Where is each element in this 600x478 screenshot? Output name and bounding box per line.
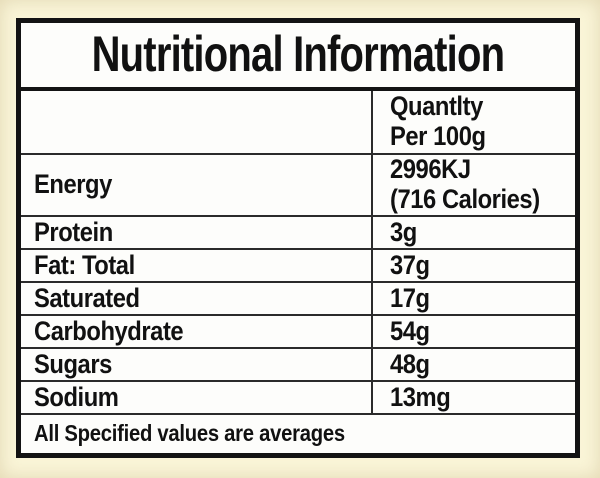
nutrient-value-cell: 37g <box>373 250 575 281</box>
nutrient-name-cell: Sugars <box>21 349 373 380</box>
nutrient-name-cell: Carbohydrate <box>21 316 373 347</box>
table-row-fat-total: Fat: Total 37g <box>21 250 575 283</box>
nutrient-value: 3g <box>390 217 417 247</box>
nutrient-name-cell: Fat: Total <box>21 250 373 281</box>
nutrient-name: Sugars <box>34 349 112 379</box>
nutrient-name-cell: Protein <box>21 217 373 248</box>
nutrient-value-cell: 48g <box>373 349 575 380</box>
nutrient-name: Energy <box>34 169 112 200</box>
nutrient-value-cell: 13mg <box>373 382 575 413</box>
nutrient-value: 54g <box>390 316 430 346</box>
nutrient-name-cell: Energy <box>21 155 373 215</box>
nutrient-name: Sodium <box>34 382 119 412</box>
nutrient-value-cell: 3g <box>373 217 575 248</box>
nutrient-value: 48g <box>390 349 430 379</box>
table-row-saturated: Saturated 17g <box>21 283 575 316</box>
nutrient-name: Protein <box>34 217 113 247</box>
table-row-sodium: Sodium 13mg <box>21 382 575 415</box>
table-row-protein: Protein 3g <box>21 217 575 250</box>
nutrient-value-cell: 54g <box>373 316 575 347</box>
nutrient-value-cell: 17g <box>373 283 575 314</box>
nutrient-value: 2996KJ (716 Calories) <box>390 155 540 214</box>
label-title: Nutritional Information <box>91 26 505 82</box>
nutrition-label: Nutritional Information Quantlty Per 100g… <box>16 18 580 458</box>
nutrient-value: 13mg <box>390 382 451 412</box>
nutrient-value-cell: 2996KJ (716 Calories) <box>373 155 575 215</box>
nutrient-name: Fat: Total <box>34 250 135 280</box>
footer-note: All Specified values are averages <box>34 420 345 447</box>
table-row-energy: Energy 2996KJ (716 Calories) <box>21 155 575 217</box>
table-row-carbohydrate: Carbohydrate 54g <box>21 316 575 349</box>
nutrient-value: 37g <box>390 250 430 280</box>
label-title-row: Nutritional Information <box>21 23 575 91</box>
column-header-label: Quantlty Per 100g <box>390 91 486 151</box>
nutrition-table: Quantlty Per 100g Energy 2996KJ (716 Calor… <box>21 91 575 453</box>
table-footer-row: All Specified values are averages <box>21 415 575 453</box>
nutrient-name: Carbohydrate <box>34 316 184 346</box>
table-row-sugars: Sugars 48g <box>21 349 575 382</box>
header-empty-cell <box>21 91 373 153</box>
nutrient-value: 17g <box>390 283 430 313</box>
nutrient-name-cell: Saturated <box>21 283 373 314</box>
table-header-row: Quantlty Per 100g <box>21 91 575 155</box>
header-quantity-cell: Quantlty Per 100g <box>373 91 575 153</box>
nutrient-name-cell: Sodium <box>21 382 373 413</box>
nutrient-name: Saturated <box>34 283 140 313</box>
